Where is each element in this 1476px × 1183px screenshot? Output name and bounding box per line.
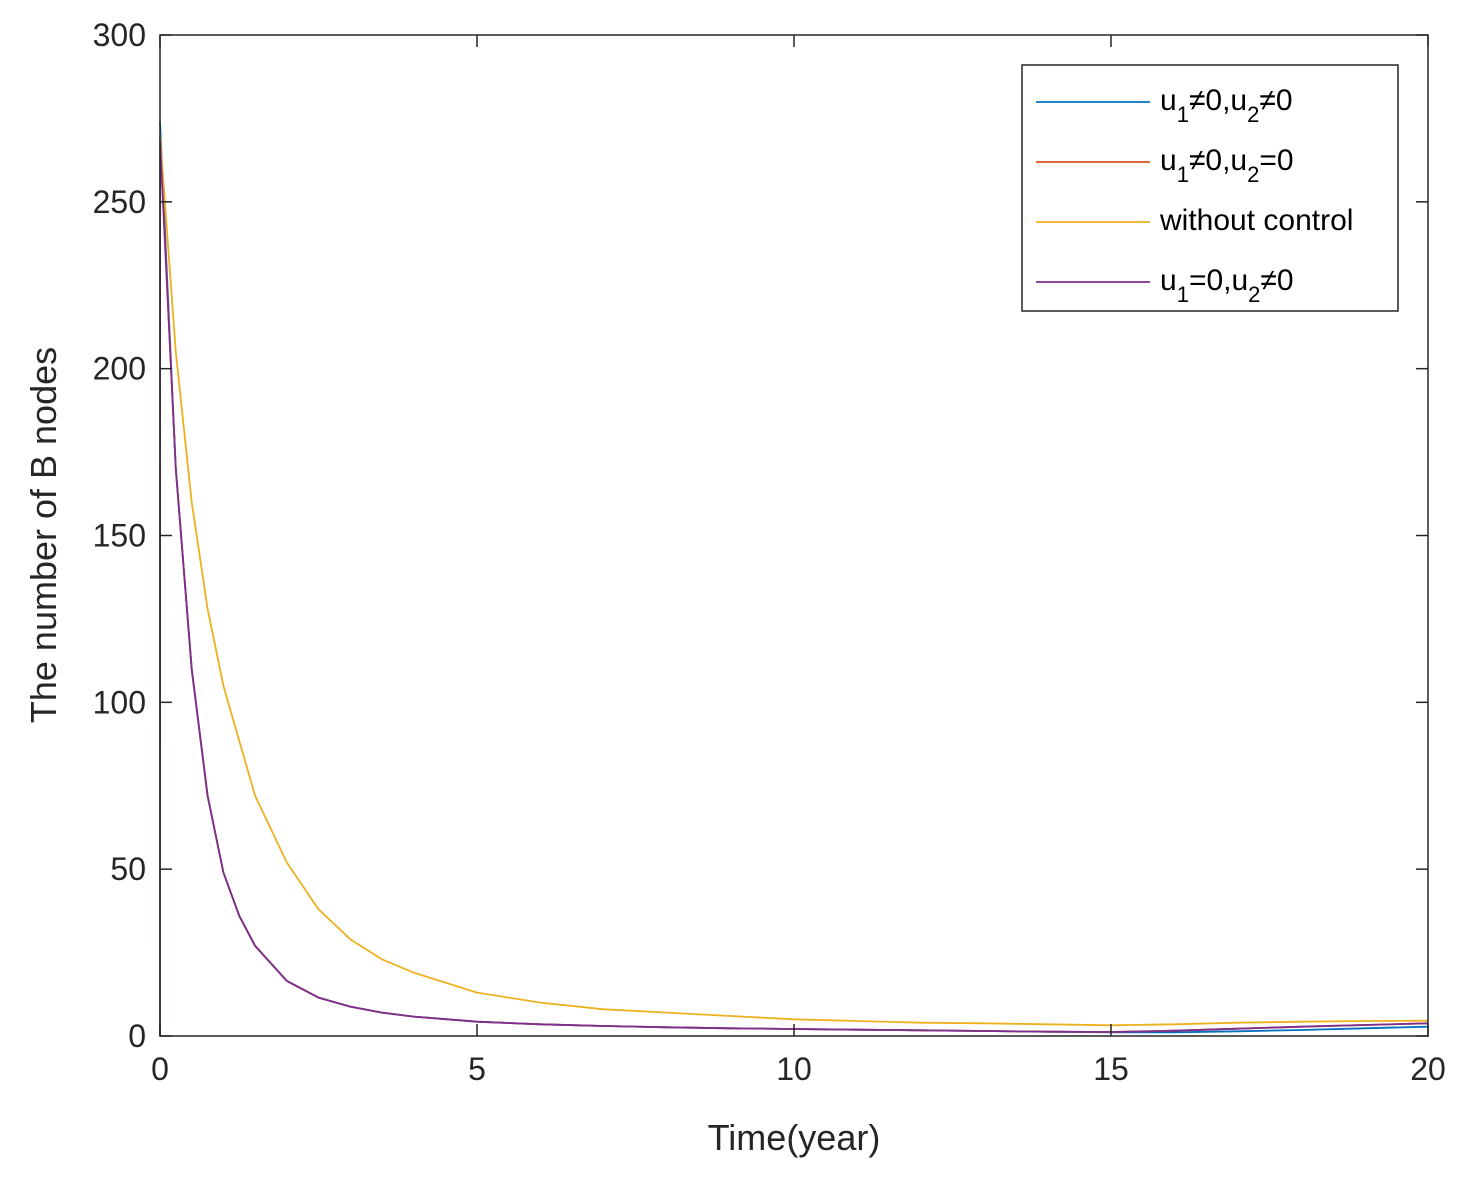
x-tick-label: 15 <box>1093 1051 1129 1087</box>
y-tick-label: 50 <box>110 851 146 887</box>
x-axis-label: Time(year) <box>708 1117 881 1158</box>
series-line-4 <box>159 140 1429 1037</box>
x-tick-label: 0 <box>151 1051 169 1087</box>
x-tick-label: 20 <box>1410 1051 1446 1087</box>
x-tick-label: 5 <box>468 1051 486 1087</box>
legend-label-4: u1=0,u2≠0 <box>1160 264 1294 307</box>
y-tick-label: 100 <box>93 684 146 720</box>
y-axis-label: The number of B nodes <box>23 347 64 723</box>
series-layer <box>159 121 1429 1037</box>
y-tick-label: 250 <box>93 184 146 220</box>
legend-label-3: without control <box>1159 204 1353 237</box>
legend-box <box>1021 64 1399 312</box>
y-tick-label: 200 <box>93 351 146 387</box>
legend-label-2: u1≠0,u2=0 <box>1160 144 1294 187</box>
y-tick-label: 0 <box>128 1018 146 1054</box>
series-line-3 <box>159 135 1429 1027</box>
legend: u1≠0,u2≠0 u1≠0,u2=0 without control u1=0,u2… <box>1021 64 1399 312</box>
y-tick-label: 300 <box>93 17 146 53</box>
legend-label-1: u1≠0,u2≠0 <box>1160 84 1293 127</box>
x-tick-label: 10 <box>776 1051 812 1087</box>
y-tick-label: 150 <box>93 518 146 554</box>
